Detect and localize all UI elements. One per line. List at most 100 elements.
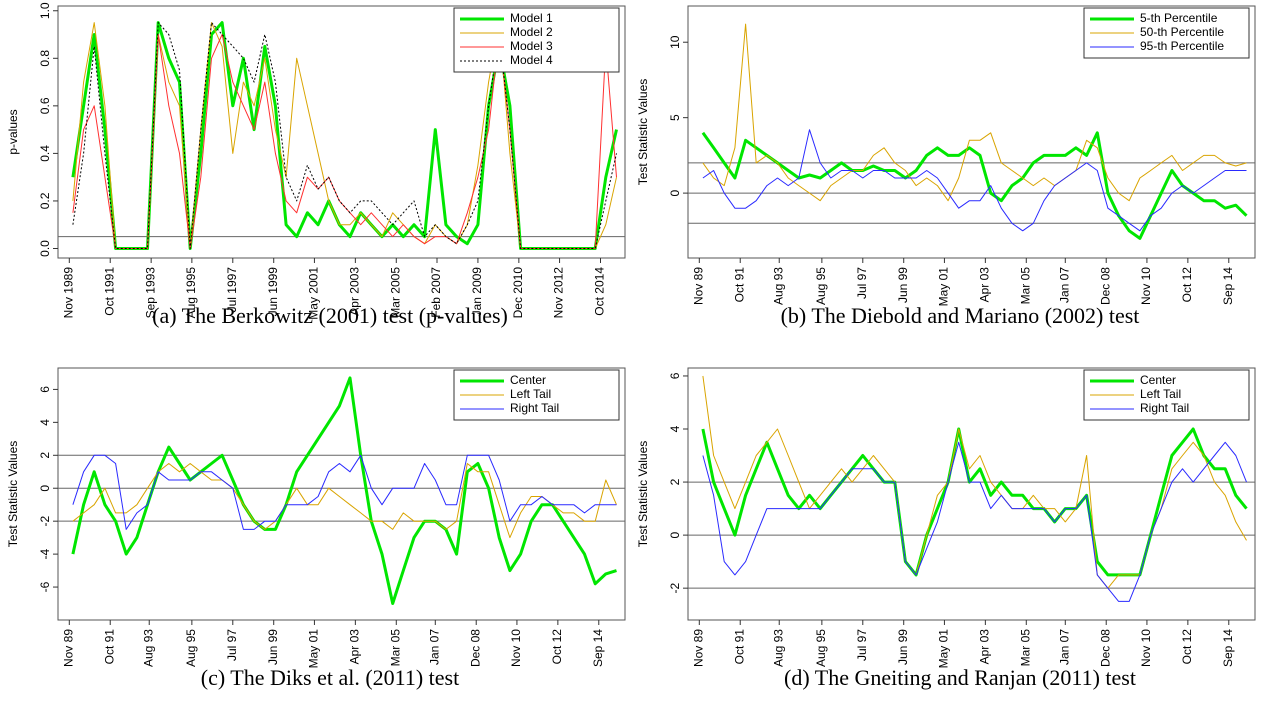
x-tick-label: Dec 2010 [511,267,525,319]
y-axis-label: Test Statistic Values [636,79,650,186]
x-tick-label: Aug 93 [771,629,785,667]
x-tick-label: Jul 1997 [225,267,239,313]
x-tick-label: Oct 91 [732,629,746,665]
x-tick-label: Sep 14 [1221,629,1235,667]
legend-label: Model 3 [510,39,553,53]
x-tick-label: May 01 [937,267,951,307]
y-tick-label: 0.6 [38,97,52,114]
y-tick-label: 0 [668,531,682,538]
x-tick-label: Nov 10 [1139,629,1153,667]
series-line [702,129,1247,232]
legend-label: Model 1 [510,11,553,25]
x-tick-label: Jun 99 [896,629,910,665]
x-tick-label: Mar 05 [1018,267,1032,305]
y-tick-label: 0.0 [38,240,52,257]
caption: (c) The Diks et al. (2011) test [201,665,459,690]
x-tick-label: Nov 1989 [61,267,75,319]
series-line [71,376,617,605]
x-tick-label: Jan 07 [1057,267,1071,303]
y-tick-label: 1.0 [38,2,52,19]
legend-label: 50-th Percentile [1140,25,1224,39]
series-line [72,463,617,539]
x-tick-label: Nov 89 [691,629,705,667]
x-tick-label: Jan 07 [427,629,441,665]
x-tick-label: Aug 93 [771,267,785,305]
y-tick-label: 2 [668,478,682,485]
x-tick-label: Mar 2005 [388,267,402,318]
x-tick-label: Sep 14 [1221,267,1235,305]
x-tick-label: May 2001 [307,267,321,320]
x-tick-label: Apr 03 [978,629,992,665]
legend-label: Left Tail [510,387,551,401]
x-tick-label: Dec 08 [1098,267,1112,305]
x-tick-label: Feb 2007 [429,267,443,318]
y-axis-label: Test Statistic Values [6,441,20,548]
x-tick-label: Mar 05 [1018,629,1032,667]
legend-label: Model 4 [510,53,553,67]
legend-label: Right Tail [510,401,559,415]
y-axis-label: Test Statistic Values [636,441,650,548]
x-tick-label: Apr 03 [978,267,992,303]
x-tick-label: Nov 89 [691,267,705,305]
y-tick-label: 0.2 [38,192,52,209]
series-line [72,454,617,530]
plot-frame [57,367,626,621]
y-tick-label: -2 [38,516,52,527]
x-tick-label: Apr 2003 [348,267,362,316]
x-tick-label: Apr 03 [348,629,362,665]
series-line [701,427,1248,577]
y-tick-label: 0 [668,189,682,196]
x-tick-label: Aug 95 [814,629,828,667]
x-tick-label: Jun 99 [266,629,280,665]
legend-label: 95-th Percentile [1140,39,1224,53]
x-tick-label: Aug 95 [814,267,828,305]
y-axis-label: p-values [6,109,20,154]
x-tick-label: Jul 97 [855,267,869,299]
x-tick-label: Jun 1999 [266,267,280,317]
x-tick-label: Dec 08 [1098,629,1112,667]
legend-label: 5-th Percentile [1140,11,1218,25]
x-tick-label: Nov 10 [509,629,523,667]
y-tick-label: 4 [668,425,682,432]
x-tick-label: Jul 97 [225,629,239,661]
x-tick-label: Jan 07 [1057,629,1071,665]
x-tick-label: Oct 12 [550,629,564,665]
x-tick-label: Oct 91 [732,267,746,303]
y-tick-label: 6 [38,386,52,393]
y-tick-label: 6 [668,372,682,379]
y-tick-label: 10 [668,35,682,49]
legend-label: Right Tail [1140,401,1189,415]
x-tick-label: Jul 97 [855,629,869,661]
y-tick-label: 4 [38,419,52,426]
y-tick-label: -6 [38,581,52,592]
plot-frame [687,367,1256,621]
x-tick-label: Dec 08 [468,629,482,667]
x-tick-label: Jan 2009 [470,267,484,317]
y-tick-label: 0.4 [38,145,52,162]
x-tick-label: May 01 [937,629,951,669]
x-tick-label: Nov 89 [61,629,75,667]
y-tick-label: 5 [668,114,682,121]
x-tick-label: Oct 12 [1180,267,1194,303]
caption: (b) The Diebold and Mariano (2002) test [781,303,1140,328]
x-tick-label: Nov 2012 [552,267,566,319]
caption: (a) The Berkowitz (2001) test (p-values) [152,303,508,328]
x-tick-label: Oct 12 [1180,629,1194,665]
x-tick-label: Mar 05 [388,629,402,667]
x-tick-label: Aug 1995 [184,267,198,319]
x-tick-label: Oct 1991 [102,267,116,316]
plot-frame [687,5,1256,259]
plot-frame [57,5,626,259]
y-tick-label: 0.8 [38,50,52,67]
y-tick-label: 0 [38,485,52,492]
legend-label: Left Tail [1140,387,1181,401]
x-tick-label: Oct 2014 [593,267,607,316]
series-line [72,22,617,249]
x-tick-label: Aug 95 [184,629,198,667]
x-tick-label: Oct 91 [102,629,116,665]
legend-label: Model 2 [510,25,553,39]
x-tick-label: Aug 93 [141,629,155,667]
x-tick-label: Nov 10 [1139,267,1153,305]
